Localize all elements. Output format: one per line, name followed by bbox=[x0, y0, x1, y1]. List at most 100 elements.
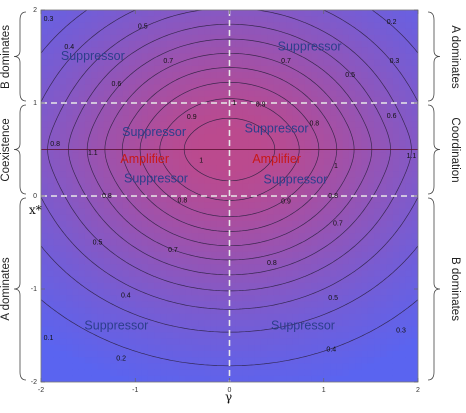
shade-cell bbox=[242, 158, 249, 166]
shade-cell bbox=[179, 84, 187, 92]
shade-cell bbox=[172, 208, 180, 216]
shade-cell bbox=[59, 165, 67, 172]
shade-cell bbox=[411, 65, 418, 73]
shade-cell bbox=[122, 171, 130, 178]
shade-cell bbox=[248, 183, 256, 191]
shade-cell bbox=[380, 208, 388, 216]
shade-cell bbox=[141, 171, 149, 178]
shade-cell bbox=[179, 375, 187, 382]
shade-cell bbox=[84, 301, 92, 309]
shade-cell bbox=[59, 295, 67, 302]
shade-cell bbox=[47, 227, 55, 234]
shade-cell bbox=[304, 196, 312, 203]
shade-cell bbox=[53, 320, 61, 327]
shade-cell bbox=[91, 208, 99, 216]
shade-cell bbox=[279, 72, 287, 79]
shade-cell bbox=[223, 140, 231, 147]
shade-cell bbox=[97, 65, 105, 73]
shade-cell bbox=[273, 258, 281, 265]
shade-cell bbox=[78, 363, 86, 371]
shade-cell bbox=[367, 307, 375, 315]
shade-cell bbox=[411, 326, 418, 333]
shade-cell bbox=[235, 214, 243, 222]
shade-cell bbox=[172, 127, 180, 135]
shade-cell bbox=[41, 53, 48, 61]
shade-cell bbox=[103, 375, 111, 382]
shade-cell bbox=[198, 369, 205, 377]
shade-cell bbox=[405, 227, 413, 234]
shade-cell bbox=[41, 295, 48, 302]
shade-cell bbox=[348, 127, 356, 135]
shade-cell bbox=[355, 158, 363, 166]
shade-cell bbox=[59, 90, 67, 98]
shade-cell bbox=[122, 251, 130, 259]
shade-cell bbox=[103, 59, 111, 67]
shade-cell bbox=[128, 363, 136, 371]
shade-cell bbox=[59, 171, 67, 178]
shade-cell bbox=[392, 344, 400, 352]
shade-cell bbox=[286, 84, 293, 92]
shade-cell bbox=[198, 158, 205, 166]
shade-cell bbox=[128, 301, 136, 309]
shade-cell bbox=[116, 183, 124, 191]
shade-cell bbox=[41, 115, 48, 123]
shade-cell bbox=[399, 16, 407, 23]
shade-cell bbox=[342, 320, 350, 327]
shade-cell bbox=[286, 208, 293, 216]
shade-cell bbox=[355, 202, 363, 209]
shade-cell bbox=[47, 320, 55, 327]
shade-cell bbox=[141, 28, 149, 36]
shade-cell bbox=[392, 375, 400, 382]
shade-cell bbox=[204, 258, 212, 265]
shade-cell bbox=[279, 320, 287, 327]
shade-cell bbox=[179, 28, 187, 36]
shade-cell bbox=[179, 152, 187, 160]
shade-cell bbox=[116, 121, 124, 129]
shade-cell bbox=[292, 47, 300, 54]
shade-cell bbox=[147, 301, 155, 309]
shade-cell bbox=[242, 103, 249, 110]
shade-cell bbox=[254, 369, 262, 377]
shade-cell bbox=[286, 171, 293, 178]
shade-cell bbox=[103, 326, 111, 333]
shade-cell bbox=[91, 72, 99, 79]
shade-cell bbox=[361, 22, 369, 30]
shade-cell bbox=[141, 264, 149, 271]
shade-cell bbox=[323, 72, 331, 79]
shade-cell bbox=[411, 177, 418, 185]
shade-cell bbox=[304, 276, 312, 284]
shade-cell bbox=[311, 326, 319, 333]
shade-cell bbox=[273, 301, 281, 309]
shade-cell bbox=[292, 16, 300, 23]
shade-cell bbox=[292, 22, 300, 30]
shade-cell bbox=[311, 332, 319, 340]
shade-cell bbox=[330, 332, 337, 340]
shade-cell bbox=[286, 344, 293, 352]
shade-cell bbox=[41, 245, 48, 253]
shade-cell bbox=[198, 258, 205, 265]
shade-cell bbox=[91, 375, 99, 382]
shade-cell bbox=[292, 90, 300, 98]
shade-cell bbox=[84, 251, 92, 259]
shade-cell bbox=[166, 90, 174, 98]
shade-cell bbox=[292, 227, 300, 234]
shade-cell bbox=[248, 47, 256, 54]
shade-cell bbox=[172, 363, 180, 371]
shade-cell bbox=[147, 140, 155, 147]
shade-cell bbox=[311, 78, 319, 85]
shade-cell bbox=[141, 16, 149, 23]
shade-cell bbox=[380, 357, 388, 364]
shade-cell bbox=[72, 171, 80, 178]
shade-cell bbox=[135, 59, 143, 67]
shade-cell bbox=[41, 351, 48, 358]
shade-cell bbox=[172, 177, 180, 185]
shade-cell bbox=[386, 121, 394, 129]
y-tick-label: -2 bbox=[31, 379, 37, 386]
shade-cell bbox=[122, 375, 130, 382]
shade-cell bbox=[216, 103, 224, 110]
shade-cell bbox=[135, 90, 143, 98]
shade-cell bbox=[122, 338, 130, 346]
shade-cell bbox=[110, 282, 117, 290]
shade-cell bbox=[84, 295, 92, 302]
contour-line bbox=[104, 52, 355, 247]
